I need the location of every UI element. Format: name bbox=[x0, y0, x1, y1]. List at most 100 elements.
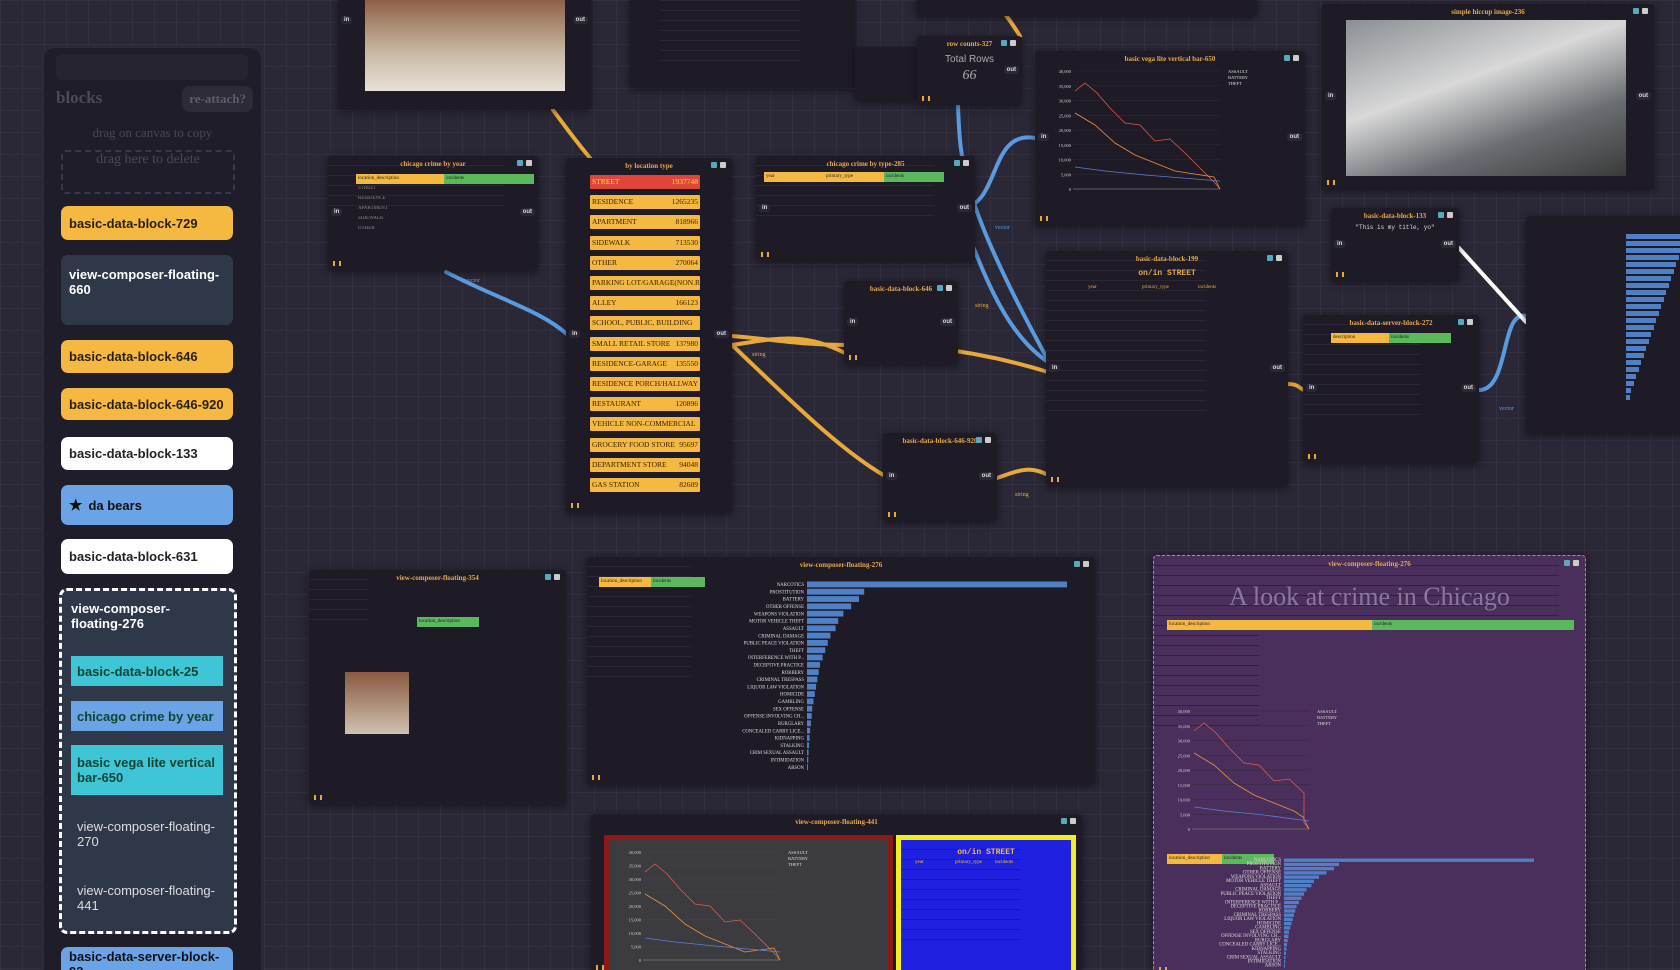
table-row bbox=[587, 667, 691, 677]
node[interactable]: basic-data-block-133 in out "This is my tit… bbox=[1331, 208, 1459, 281]
sidebar-item[interactable]: view-composer-floating-660 bbox=[61, 255, 233, 325]
category-label: BATTERY bbox=[783, 598, 805, 603]
table-row bbox=[660, 20, 800, 21]
node[interactable]: chicago crime by type-285 in out year primar… bbox=[756, 156, 975, 261]
bar bbox=[1284, 888, 1307, 892]
table-row bbox=[660, 0, 800, 1]
sidebar-item[interactable]: basic-data-block-631 bbox=[61, 539, 233, 574]
edge-label: vector bbox=[1499, 406, 1514, 412]
y-tick-label: 20,000 bbox=[1178, 768, 1191, 774]
bar bbox=[807, 632, 831, 639]
sidebar-item[interactable]: basic-data-server-block-93 bbox=[61, 947, 233, 970]
y-tick-label: 20,000 bbox=[629, 904, 642, 910]
table-row bbox=[756, 186, 934, 196]
sidebar-item[interactable]: basic-data-block-133 bbox=[61, 437, 233, 470]
table-row bbox=[1154, 636, 1259, 646]
category-label: OTHER OFFENSE bbox=[1243, 871, 1281, 876]
sidebar-item[interactable]: basic-data-block-646 bbox=[61, 340, 233, 373]
y-tick-label: 5,000 bbox=[1061, 172, 1072, 178]
reattach-button[interactable]: re-attach? bbox=[182, 86, 253, 112]
node[interactable]: chicago crime by year in out location_descr… bbox=[328, 156, 538, 270]
table-row bbox=[1154, 666, 1259, 676]
category-label: INTIMIDATION bbox=[771, 759, 805, 764]
port-in: in bbox=[341, 16, 353, 24]
node[interactable]: by location type in out STREET 1937748 RESIDE… bbox=[566, 158, 732, 512]
table-row bbox=[309, 580, 369, 590]
port-out: out bbox=[519, 208, 535, 216]
node-title: basic vega lite vertical bar-650 bbox=[1124, 55, 1216, 63]
child-label: basic-data-block-25 bbox=[77, 663, 199, 679]
location-row: APARTMENT 818966 bbox=[590, 215, 700, 230]
location-name: PARKING LOT/GARAGE(NON.R bbox=[592, 278, 700, 287]
node[interactable]: basic-data-block-199 in out on/in STREET yea… bbox=[1046, 251, 1288, 486]
node[interactable]: view-composer-floating-276 location_descr… bbox=[587, 557, 1095, 784]
table-row bbox=[901, 880, 1021, 890]
category-label: MOTOR VEHICLE THEFT bbox=[1226, 879, 1281, 884]
node[interactable]: view-composer-floating-441 40,000 35,000 30… bbox=[591, 814, 1082, 970]
bar bbox=[1284, 913, 1294, 917]
category-label: INTERFERENCE WITH P... bbox=[1225, 900, 1281, 905]
node[interactable]: simple hiccup image-236 in out bbox=[1322, 4, 1654, 189]
node[interactable]: view-composer-floating-354 location_descr… bbox=[309, 570, 566, 804]
table-row bbox=[328, 156, 504, 166]
port-in: in bbox=[759, 203, 771, 212]
node-title: basic-data-server-block-272 bbox=[1349, 319, 1433, 327]
location-name: VEHICLE NON-COMMERCIAL bbox=[592, 419, 696, 429]
child-label: basic vega lite vertical bar-650 bbox=[77, 755, 216, 785]
bar bbox=[807, 698, 814, 705]
table-row bbox=[1154, 596, 1559, 606]
node[interactable]: basic-data-block-646-920 in out bbox=[883, 433, 997, 521]
sidebar-group[interactable]: view-composer-floating-276 basic-data-blo… bbox=[59, 588, 237, 934]
category-label: CRIMINAL TRESPASS bbox=[757, 678, 805, 683]
group-child[interactable]: basic-data-block-25 bbox=[71, 656, 223, 686]
category-label: CRIM SEXUAL ASSAULT bbox=[1227, 955, 1281, 960]
node[interactable]: basic vega lite vertical bar-650 in out 40,… bbox=[1035, 51, 1305, 225]
category-label: CONCEALED CARRY LICE... bbox=[1219, 943, 1281, 948]
node-title: basic-data-block-646 bbox=[869, 285, 933, 293]
y-tick-label: 25,000 bbox=[629, 891, 642, 897]
location-count: 166123 bbox=[675, 298, 699, 308]
sidebar-item[interactable]: basic-data-block-729 bbox=[61, 206, 233, 240]
legend-label: THEFT bbox=[1228, 81, 1242, 86]
group-child[interactable]: view-composer-floating-441 bbox=[71, 873, 223, 923]
table-header: primary_type bbox=[1142, 285, 1169, 290]
node[interactable]: view-composer-floating-276 A look at crim… bbox=[1153, 555, 1586, 970]
group-child[interactable]: view-composer-floating-270 bbox=[71, 809, 223, 859]
location-name: DEPARTMENT STORE bbox=[592, 459, 667, 469]
category-label: GAMBLING bbox=[1255, 926, 1281, 931]
location-name: SCHOOL, PUBLIC, BUILDING bbox=[592, 318, 693, 328]
chart-frame: 40,000 35,000 30,000 25,000 20,000 15,000 10,0… bbox=[604, 835, 893, 970]
node-icon bbox=[517, 160, 523, 166]
table-row bbox=[901, 870, 1021, 880]
group-child[interactable]: chicago crime by year bbox=[71, 701, 223, 731]
node-icon bbox=[1573, 560, 1579, 566]
heading: on/in STREET bbox=[957, 848, 1015, 857]
sidebar-item[interactable]: ★ da bears bbox=[61, 485, 233, 525]
series-line bbox=[644, 937, 781, 953]
group-child[interactable]: basic vega lite vertical bar-650 bbox=[71, 745, 223, 795]
bar bbox=[1626, 374, 1636, 379]
category-label: DECEPTIVE PRACTICE bbox=[753, 664, 804, 669]
location-row: RESIDENCE 1265235 bbox=[590, 195, 700, 210]
bar bbox=[1284, 871, 1327, 875]
table-row bbox=[660, 10, 800, 11]
pause-icon bbox=[333, 261, 341, 266]
y-tick-label: 10,000 bbox=[1178, 798, 1191, 804]
table-header: incidents bbox=[1222, 854, 1274, 864]
pause-icon bbox=[596, 965, 604, 970]
node-icon bbox=[1467, 319, 1473, 325]
node[interactable]: row counts-327 out Total Rows 66 bbox=[917, 36, 1022, 105]
table-frame: on/in STREET year primary_type incidents bbox=[896, 835, 1076, 970]
table-header: description bbox=[1331, 333, 1391, 343]
category-label: PUBLIC PEACE VIOLATION bbox=[744, 642, 805, 647]
node[interactable]: basic-data-block-646 in out bbox=[844, 281, 958, 364]
table-row bbox=[1046, 251, 1206, 261]
bar bbox=[1284, 892, 1304, 896]
sidebar-item[interactable]: basic-data-block-646-920 bbox=[61, 388, 233, 420]
node[interactable]: basic-data-server-block-272 in out descript… bbox=[1303, 315, 1479, 463]
bar bbox=[1284, 900, 1299, 905]
node-icon bbox=[1010, 40, 1016, 46]
table-row bbox=[1154, 576, 1559, 586]
table-row bbox=[587, 637, 691, 647]
node-icon bbox=[937, 285, 943, 291]
